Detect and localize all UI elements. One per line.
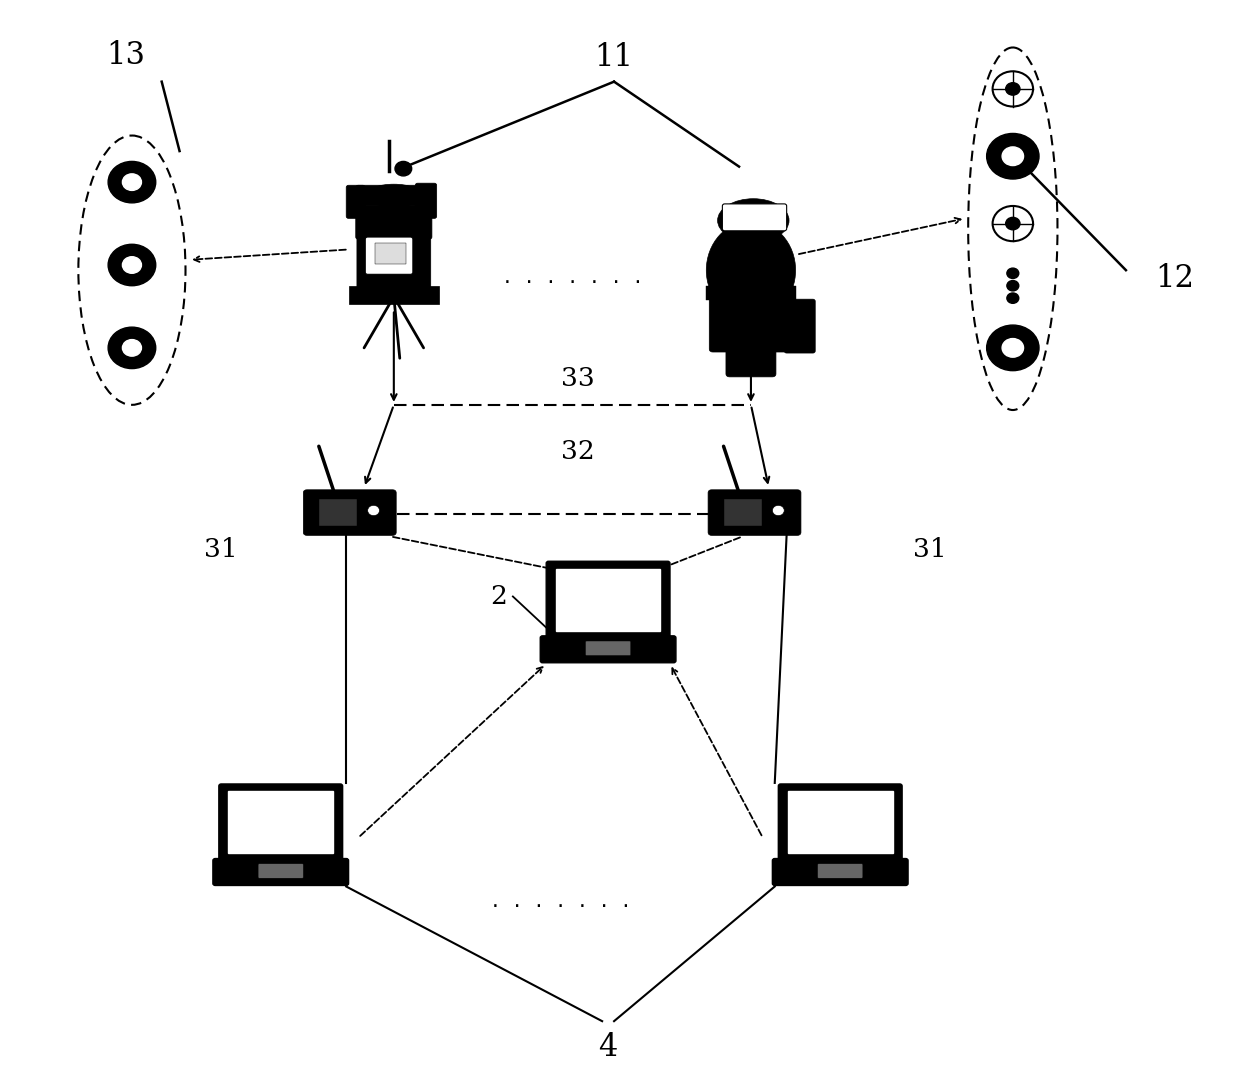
Circle shape: [108, 327, 156, 369]
Circle shape: [1007, 293, 1019, 303]
Bar: [724, 500, 761, 527]
FancyBboxPatch shape: [546, 561, 670, 640]
Text: . . . . . . .: . . . . . . .: [502, 270, 644, 287]
FancyBboxPatch shape: [356, 206, 432, 240]
FancyBboxPatch shape: [258, 863, 304, 878]
FancyBboxPatch shape: [541, 636, 676, 663]
Bar: [787, 791, 893, 853]
FancyBboxPatch shape: [585, 641, 631, 656]
Circle shape: [123, 257, 141, 273]
Circle shape: [123, 174, 141, 190]
Text: 31: 31: [205, 537, 238, 562]
FancyBboxPatch shape: [356, 186, 432, 206]
Bar: [556, 569, 661, 630]
Ellipse shape: [718, 199, 789, 242]
Circle shape: [108, 244, 156, 286]
Bar: [374, 243, 405, 264]
Text: 11: 11: [594, 42, 634, 73]
Bar: [228, 791, 334, 853]
Circle shape: [1006, 217, 1021, 230]
Circle shape: [773, 505, 784, 516]
FancyBboxPatch shape: [773, 859, 908, 886]
Text: 4: 4: [599, 1032, 618, 1063]
Circle shape: [123, 340, 141, 356]
Circle shape: [108, 162, 156, 203]
FancyBboxPatch shape: [218, 784, 342, 863]
Text: . . . . . . .: . . . . . . .: [490, 893, 631, 911]
FancyBboxPatch shape: [357, 231, 430, 291]
Circle shape: [992, 71, 1033, 107]
Ellipse shape: [366, 185, 423, 207]
FancyBboxPatch shape: [817, 863, 863, 878]
Circle shape: [1002, 339, 1023, 357]
FancyBboxPatch shape: [725, 342, 776, 377]
Circle shape: [987, 325, 1039, 371]
Text: 32: 32: [562, 439, 595, 464]
Bar: [706, 286, 796, 300]
FancyBboxPatch shape: [213, 859, 348, 886]
FancyBboxPatch shape: [779, 784, 903, 863]
Text: 33: 33: [562, 367, 595, 392]
Text: 13: 13: [107, 40, 145, 71]
FancyBboxPatch shape: [304, 490, 397, 535]
Circle shape: [1006, 83, 1021, 95]
Circle shape: [1007, 268, 1019, 278]
FancyBboxPatch shape: [723, 204, 786, 231]
Circle shape: [992, 206, 1033, 242]
Circle shape: [1007, 281, 1019, 291]
Circle shape: [1002, 147, 1023, 165]
FancyBboxPatch shape: [784, 299, 815, 353]
Text: 2: 2: [490, 584, 507, 609]
FancyBboxPatch shape: [415, 183, 436, 218]
FancyBboxPatch shape: [708, 490, 801, 535]
Ellipse shape: [707, 221, 796, 319]
FancyBboxPatch shape: [366, 237, 413, 274]
Text: 31: 31: [913, 537, 946, 562]
FancyBboxPatch shape: [346, 186, 366, 218]
Circle shape: [987, 134, 1039, 179]
Bar: [348, 286, 439, 304]
Circle shape: [367, 505, 379, 516]
Text: 12: 12: [1156, 263, 1194, 293]
Circle shape: [396, 162, 412, 176]
Bar: [319, 500, 357, 527]
FancyBboxPatch shape: [709, 296, 792, 352]
